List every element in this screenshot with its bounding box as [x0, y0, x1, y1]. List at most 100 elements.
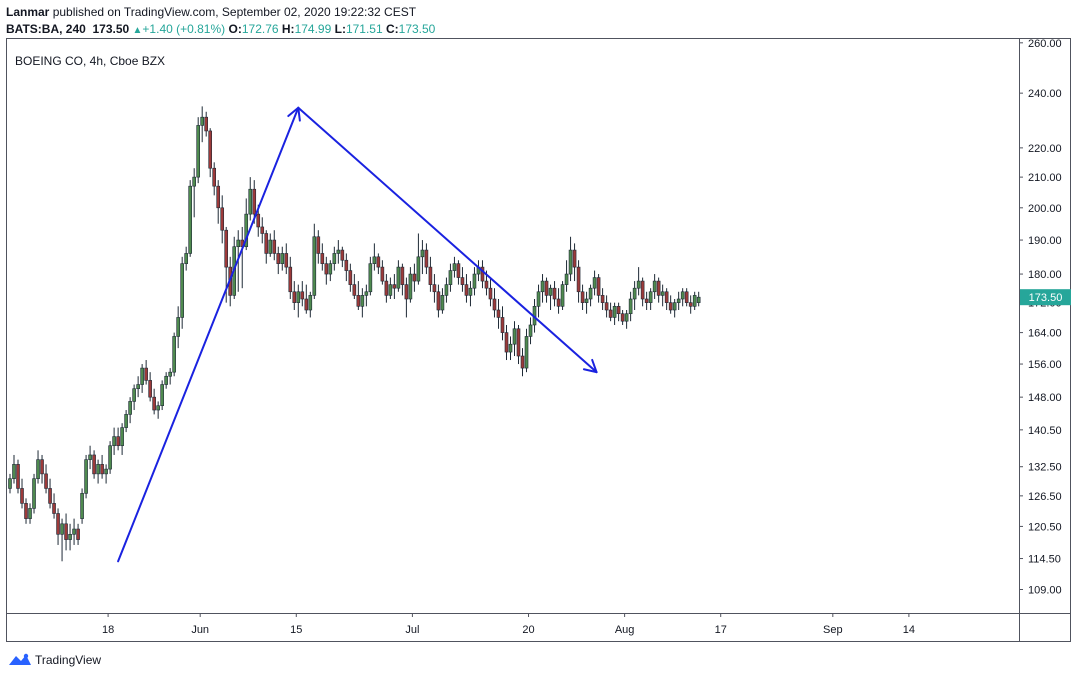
candle [644, 291, 649, 311]
candle-body [612, 306, 617, 318]
candle [284, 243, 289, 275]
candle [104, 464, 108, 484]
candle [8, 473, 12, 494]
price-tick-label: 210.00 [1028, 172, 1062, 184]
candle [156, 401, 160, 419]
chart-svg[interactable]: BOEING CO, 4h, Cboe BZX 260.00 240.00 220.… [6, 38, 1071, 642]
candle [420, 240, 425, 275]
candle [212, 162, 217, 196]
candle [320, 243, 325, 271]
footer-brand[interactable]: TradingView [35, 653, 102, 667]
candle-body [488, 287, 493, 300]
candle [72, 518, 76, 545]
candle [248, 177, 253, 221]
high-label: H: [281, 22, 295, 36]
candle-body [664, 291, 669, 303]
footer: TradingView [8, 650, 101, 670]
candle-body [668, 302, 673, 311]
candle [356, 281, 361, 311]
candle [676, 291, 681, 311]
candle-body [556, 298, 561, 307]
candle [580, 284, 585, 311]
time-axis[interactable]: 18 Jun 15 Jul 20 Aug 17 Sep 14 [102, 613, 915, 636]
candle [60, 518, 64, 562]
close-value: 173.50 [398, 22, 436, 36]
candle [48, 478, 52, 509]
candle-body [104, 468, 108, 475]
candle-body [568, 249, 573, 275]
candle-body [676, 298, 681, 303]
candle [168, 368, 172, 385]
candle-body [672, 302, 677, 311]
candle-body [148, 380, 152, 398]
candle-body [112, 436, 116, 447]
candle [20, 478, 24, 509]
candle-body [600, 295, 605, 303]
candle [540, 274, 545, 303]
candle [128, 397, 132, 424]
candle [504, 324, 509, 361]
candle [308, 291, 313, 318]
candle-body [88, 454, 92, 460]
candle [120, 423, 124, 455]
candle-body [328, 263, 333, 275]
candle [392, 274, 397, 300]
down-leg-arrow[interactable] [297, 106, 598, 374]
candle-body [176, 317, 180, 337]
candle [12, 454, 16, 484]
candle-body [444, 284, 449, 296]
candle-body [660, 291, 665, 296]
candle [572, 243, 577, 282]
candle [552, 281, 557, 307]
candle [640, 277, 645, 307]
candle [664, 288, 669, 311]
candle [124, 410, 128, 433]
candle-body [412, 273, 417, 282]
candle [404, 277, 409, 318]
candle-body [260, 226, 265, 234]
candle [508, 336, 513, 361]
candle [40, 454, 44, 484]
time-tick-label: 14 [903, 624, 915, 636]
candle [648, 288, 653, 311]
price-tick-label: 156.00 [1028, 359, 1062, 371]
candle [88, 445, 92, 470]
candle-body [292, 291, 297, 303]
time-tick-label: 18 [102, 624, 114, 636]
candle-body [344, 259, 349, 271]
candle [680, 288, 685, 307]
candle-body [68, 533, 72, 540]
price-axis[interactable]: 260.00 240.00 220.00 210.00 200.00 190.00 180.… [1019, 38, 1062, 596]
candle-body [164, 375, 168, 385]
candle [560, 281, 565, 311]
chart-pane[interactable]: BOEING CO, 4h, Cboe BZX 260.00 240.00 220.… [6, 38, 1071, 642]
candle-body [624, 313, 629, 322]
price-tick-label: 148.00 [1028, 392, 1062, 404]
candle-body [92, 454, 96, 475]
price-tick-label: 240.00 [1028, 88, 1062, 100]
candle-body [268, 239, 273, 254]
candle [56, 508, 60, 545]
candle-body [324, 263, 329, 275]
candle-body [688, 302, 693, 307]
candle [136, 376, 140, 398]
candle [96, 459, 100, 484]
author-name[interactable]: Lanmar [6, 5, 50, 19]
candle [108, 441, 112, 474]
candle-body [64, 523, 68, 540]
candle [376, 253, 381, 275]
candle-body [472, 273, 477, 289]
candle-body [40, 459, 44, 475]
candle-body [168, 371, 172, 377]
candle-body [696, 296, 701, 303]
candle [608, 302, 613, 322]
candle [604, 295, 609, 318]
candle [192, 168, 196, 218]
candle-body [692, 295, 697, 307]
candle [384, 274, 389, 303]
candle [24, 498, 28, 524]
drawing-layer[interactable] [117, 106, 598, 563]
candle [16, 459, 20, 494]
candle [436, 284, 441, 318]
candle-body [592, 277, 597, 289]
